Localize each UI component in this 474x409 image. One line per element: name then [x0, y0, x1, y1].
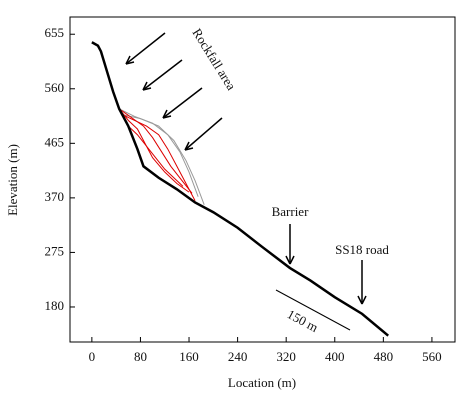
- arrow-head: [357, 295, 367, 305]
- x-tick-label: 240: [228, 349, 248, 364]
- plot-frame: [69, 16, 456, 343]
- arrow-head: [142, 81, 152, 91]
- y-tick-label: 180: [45, 298, 65, 313]
- arrow-head: [184, 141, 194, 151]
- x-tick-label: 0: [89, 349, 96, 364]
- x-axis-label: Location (m): [228, 375, 296, 390]
- y-tick-label: 370: [45, 189, 65, 204]
- arrow: [125, 32, 166, 65]
- trajectory-line: [122, 114, 205, 205]
- arrow-head: [125, 55, 135, 65]
- scale-line: [275, 289, 351, 331]
- trajectory-line: [118, 108, 193, 194]
- annotation: Barrier: [272, 204, 309, 219]
- profile-line: [91, 41, 390, 337]
- y-tick-label: 275: [45, 243, 65, 258]
- arrow-head: [285, 255, 295, 265]
- y-tick-label: 465: [45, 134, 65, 149]
- y-tick-label: 560: [45, 80, 65, 95]
- trajectory-line: [118, 108, 190, 193]
- arrow: [162, 87, 203, 119]
- x-tick-label: 560: [422, 349, 442, 364]
- x-tick-label: 80: [134, 349, 147, 364]
- x-tick-label: 400: [325, 349, 345, 364]
- trajectory-line: [118, 108, 199, 197]
- x-tick-label: 480: [374, 349, 394, 364]
- annotation: SS18 road: [335, 242, 389, 257]
- x-tick-label: 160: [179, 349, 199, 364]
- y-tick-label: 655: [45, 25, 65, 40]
- arrow: [184, 117, 223, 151]
- arrow: [142, 59, 183, 91]
- annotation: Rockfall area: [189, 26, 239, 93]
- trajectory-line: [127, 125, 184, 187]
- y-axis-label: Elevation (m): [5, 144, 20, 216]
- arrow-head: [162, 109, 172, 119]
- annotation: 150 m: [285, 306, 321, 335]
- x-tick-label: 320: [276, 349, 296, 364]
